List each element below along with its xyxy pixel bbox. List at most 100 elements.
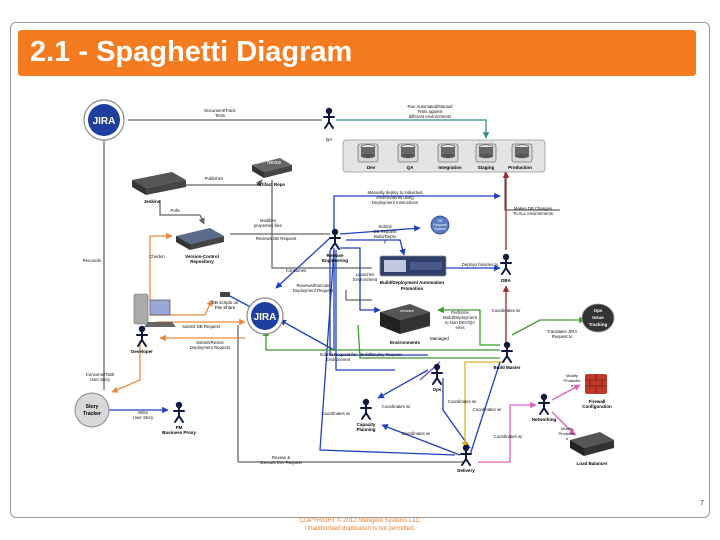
svg-text:Consumes: Consumes: [286, 268, 307, 273]
nexus-label: Nexus: [267, 160, 282, 166]
version-control-node: Version-Control Repository: [176, 228, 224, 264]
svg-text:Publishes: Publishes: [205, 176, 224, 181]
jenkins-node: Jenkins: [132, 172, 186, 204]
svg-text:Build/Deplo: Build/Deplo: [374, 234, 397, 239]
edge-publishes: [186, 179, 263, 187]
footer: COPYRIGHT © 2012 Stelligent Systems LLC …: [0, 517, 720, 533]
developer-label: Developer: [131, 349, 153, 354]
svg-text:Consume/Task: Consume/Task: [86, 372, 115, 377]
svg-text:DB: DB: [438, 219, 444, 223]
pm-person-icon: [173, 400, 185, 423]
svg-text:Tracking: Tracking: [589, 322, 608, 327]
svg-text:To ALL environments: To ALL environments: [513, 211, 553, 216]
svg-text:Coordinates w/: Coordinates w/: [492, 308, 521, 313]
jira-top-node: JIRA: [83, 99, 125, 141]
svg-text:Reconcile: Reconcile: [83, 258, 102, 263]
svg-text:Coordinates w/: Coordinates w/: [322, 411, 351, 416]
qa-person-icon: [323, 106, 335, 129]
title-bar: [18, 30, 696, 76]
svg-text:Firewall: Firewall: [589, 399, 606, 404]
svg-text:Checkin: Checkin: [149, 254, 165, 259]
server-qa: QA: [407, 165, 415, 170]
svg-text:properties files: properties files: [254, 223, 282, 228]
svg-text:Modify: Modify: [566, 373, 578, 378]
delivery-label: Delivery: [457, 468, 475, 473]
capacity-planning-person-icon: [360, 397, 372, 420]
svg-text:Request to: Request to: [552, 334, 573, 339]
developer-person-icon: [136, 324, 148, 347]
db-request-system-node: DB Request System: [430, 215, 450, 235]
svg-text:Launches: Launches: [356, 272, 375, 277]
svg-text:Deploys binaries to: Deploys binaries to: [462, 262, 499, 267]
edge-coordinates-left: [319, 249, 456, 456]
svg-text:Coordinates w/: Coordinates w/: [473, 407, 502, 412]
edge-coordinates-build: [469, 361, 501, 456]
edge-translates: [511, 316, 586, 336]
networking-person-icon: [538, 392, 550, 415]
jenkins-label: Jenkins: [144, 199, 161, 204]
release-engineering-label-1: Release: [326, 253, 344, 258]
svg-text:Planning: Planning: [357, 427, 376, 432]
svg-text:Load Balancer: Load Balancer: [576, 461, 607, 466]
db-scripts-node: DB scripts on File Share: [212, 292, 239, 310]
build-master-label: Build Master: [493, 365, 520, 370]
svg-text:Business Proxy: Business Proxy: [162, 430, 196, 435]
artifact-repo-node: Nexus Artifact Repo: [252, 158, 292, 187]
environments-label: Environments: [390, 340, 421, 345]
svg-text:Document/Track: Document/Track: [204, 108, 236, 113]
copyright-text: COPYRIGHT © 2012 Stelligent Systems LLC: [299, 518, 421, 524]
edge-submit-request-env: [262, 329, 500, 351]
svg-text:envs: envs: [455, 325, 464, 330]
build-master-person-icon: [501, 340, 513, 363]
version-control-label-2: Repository: [190, 259, 214, 264]
svg-text:Configuration: Configuration: [582, 404, 612, 409]
server-dev: Dev: [367, 165, 376, 170]
svg-text:Tracker: Tracker: [83, 411, 101, 417]
dba-person-icon: [500, 252, 512, 275]
vmware-label: vmware: [400, 308, 415, 313]
ops-issue-tracking-node: Ops Issue Tracking: [581, 303, 615, 333]
edge-manually-deploy: [333, 192, 501, 232]
svg-text:Story: Story: [86, 404, 99, 410]
edge-performs-build: [437, 306, 500, 346]
svg-text:User Story: User Story: [90, 377, 111, 382]
svg-text:Manually deploy to individual: Manually deploy to individual: [368, 190, 423, 195]
server-integration: Integration: [438, 165, 462, 170]
svg-text:Deployment Request: Deployment Request: [190, 345, 231, 350]
svg-text:Tests against: Tests against: [417, 109, 443, 114]
svg-text:y: y: [384, 239, 387, 244]
svg-text:Coordinates w/: Coordinates w/: [402, 431, 431, 436]
firewall-node: Modify Productio n Firewall Configuratio…: [564, 373, 612, 409]
svg-text:Submit DB Request: Submit DB Request: [182, 324, 221, 329]
release-engineering-label-2: Engineering: [322, 258, 348, 263]
svg-text:Environment: Environment: [353, 277, 378, 282]
slide-frame: [10, 22, 710, 518]
build-promotion-node: Build/Deployment Automation Promotion: [379, 255, 447, 291]
svg-text:Review &: Review &: [272, 455, 290, 460]
notice-text: Unauthorized duplication is not permitte…: [304, 526, 416, 532]
edge-coordinates-ops: [377, 369, 429, 399]
svg-text:Submit: Submit: [378, 224, 392, 229]
build-promotion-label-2: Promotion: [401, 286, 424, 291]
networking-label: Networking: [532, 417, 557, 422]
slide-title: 2.1 - Spaghetti Diagram: [30, 36, 353, 68]
svg-text:Polls: Polls: [170, 208, 179, 213]
svg-text:Reviews/Execute: Reviews/Execute: [297, 283, 331, 288]
svg-text:Makes DB Changes: Makes DB Changes: [514, 206, 552, 211]
edge-polls: [159, 200, 205, 225]
svg-text:Capacity: Capacity: [357, 422, 376, 427]
svg-text:Execute Env Request: Execute Env Request: [260, 460, 302, 465]
svg-text:User Story: User Story: [133, 415, 154, 420]
svg-text:Build/Deploy Request: Build/Deploy Request: [360, 352, 402, 357]
svg-text:Deployment Instructions: Deployment Instructions: [372, 200, 418, 205]
edge-reviews-db: [275, 237, 331, 289]
svg-text:Coordinates w/: Coordinates w/: [382, 404, 411, 409]
dba-label: DBA: [501, 278, 511, 283]
svg-text:Request: Request: [433, 223, 446, 227]
svg-text:System: System: [434, 227, 446, 231]
servers-group: Dev QA Integration Staging Production: [342, 139, 546, 173]
release-engineering-person-icon: [329, 227, 341, 250]
svg-text:Translates JIRA: Translates JIRA: [547, 329, 578, 334]
artifact-repo-label: Artifact Repo: [257, 182, 286, 187]
